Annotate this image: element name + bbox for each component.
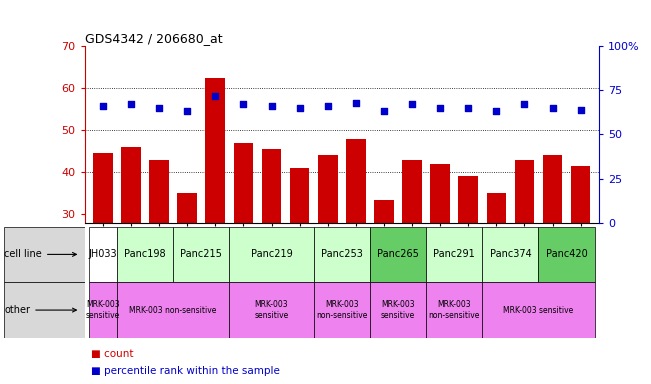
Bar: [370, 282, 426, 338]
Bar: [482, 282, 595, 338]
Bar: [89, 227, 117, 282]
Text: MRK-003
non-sensitive: MRK-003 non-sensitive: [428, 300, 480, 320]
Bar: [121, 147, 141, 341]
Text: Panc374: Panc374: [490, 249, 531, 260]
Bar: [5, 282, 85, 338]
Point: [519, 101, 530, 108]
Bar: [370, 227, 426, 282]
Bar: [426, 227, 482, 282]
Text: other: other: [5, 305, 76, 315]
Bar: [93, 153, 113, 341]
Point: [238, 101, 249, 108]
Text: MRK-003
sensitive: MRK-003 sensitive: [86, 300, 120, 320]
Text: Panc198: Panc198: [124, 249, 166, 260]
Text: Panc291: Panc291: [434, 249, 475, 260]
Bar: [229, 282, 314, 338]
Text: MRK-003 non-sensitive: MRK-003 non-sensitive: [130, 306, 217, 314]
Point: [154, 105, 164, 111]
Point: [210, 93, 221, 99]
Point: [126, 101, 136, 108]
Bar: [234, 143, 253, 341]
Bar: [177, 193, 197, 341]
Text: MRK-003 sensitive: MRK-003 sensitive: [503, 306, 574, 314]
Text: Panc253: Panc253: [321, 249, 363, 260]
Bar: [426, 282, 482, 338]
Text: ■ count: ■ count: [91, 349, 133, 359]
Bar: [430, 164, 450, 341]
Point: [575, 107, 586, 113]
Text: Panc215: Panc215: [180, 249, 222, 260]
Bar: [117, 282, 229, 338]
Bar: [458, 177, 478, 341]
Text: cell line: cell line: [5, 249, 76, 260]
Bar: [314, 282, 370, 338]
Text: Panc420: Panc420: [546, 249, 587, 260]
Bar: [318, 156, 338, 341]
Bar: [374, 200, 394, 341]
Point: [435, 105, 445, 111]
Bar: [571, 166, 590, 341]
Bar: [482, 227, 538, 282]
Bar: [117, 227, 173, 282]
Point: [547, 105, 558, 111]
Point: [294, 105, 305, 111]
Text: MRK-003
sensitive: MRK-003 sensitive: [255, 300, 288, 320]
Bar: [229, 227, 314, 282]
Bar: [314, 227, 370, 282]
Bar: [89, 282, 117, 338]
Bar: [514, 160, 534, 341]
Bar: [290, 168, 309, 341]
Text: JH033: JH033: [89, 249, 117, 260]
Point: [182, 108, 193, 114]
Bar: [543, 156, 562, 341]
Bar: [5, 227, 85, 282]
Bar: [402, 160, 422, 341]
Point: [491, 108, 501, 114]
Bar: [538, 227, 595, 282]
Point: [98, 103, 108, 109]
Text: MRK-003
sensitive: MRK-003 sensitive: [381, 300, 415, 320]
Text: GDS4342 / 206680_at: GDS4342 / 206680_at: [85, 32, 222, 45]
Point: [266, 103, 277, 109]
Bar: [206, 78, 225, 341]
Bar: [173, 227, 229, 282]
Text: Panc265: Panc265: [377, 249, 419, 260]
Point: [407, 101, 417, 108]
Bar: [346, 139, 366, 341]
Bar: [262, 149, 281, 341]
Point: [379, 108, 389, 114]
Text: MRK-003
non-sensitive: MRK-003 non-sensitive: [316, 300, 367, 320]
Point: [322, 103, 333, 109]
Bar: [486, 193, 506, 341]
Text: ■ percentile rank within the sample: ■ percentile rank within the sample: [91, 366, 280, 376]
Point: [463, 105, 473, 111]
Text: Panc219: Panc219: [251, 249, 292, 260]
Bar: [149, 160, 169, 341]
Point: [351, 99, 361, 106]
